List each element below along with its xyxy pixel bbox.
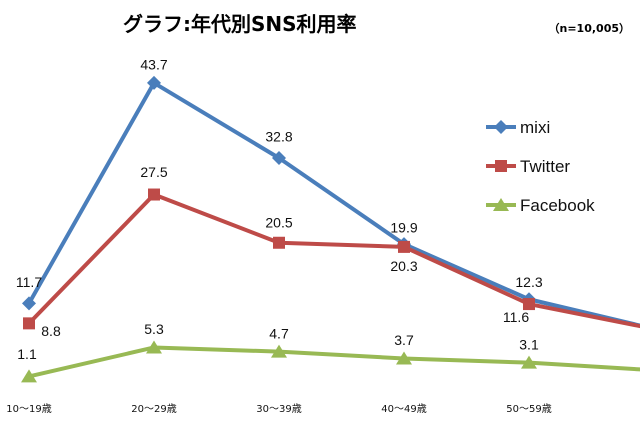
- data-point-twitter: [273, 236, 285, 249]
- legend-label-facebook: Facebook: [520, 196, 595, 215]
- data-point-mixi: [147, 75, 161, 90]
- data-point-facebook: [396, 351, 412, 365]
- data-label-facebook: 3.1: [519, 336, 539, 352]
- legend-item-twitter: Twitter: [486, 157, 570, 176]
- data-point-twitter: [398, 240, 410, 253]
- data-label-facebook: 4.7: [269, 325, 289, 341]
- x-tick-label: 20～29歳: [131, 403, 176, 415]
- data-label-mixi: 11.7: [16, 274, 42, 290]
- sample-size-note: （n=10,005）: [549, 22, 631, 35]
- data-point-facebook: [21, 369, 37, 383]
- data-label-twitter: 19.9: [390, 220, 417, 236]
- data-label-facebook: 5.3: [144, 321, 164, 337]
- data-label-twitter: 20.5: [265, 214, 292, 230]
- data-point-mixi: [272, 151, 286, 166]
- data-label-twitter: 27.5: [140, 164, 167, 180]
- data-label-twitter: 11.6: [503, 309, 529, 325]
- data-point-twitter: [23, 317, 35, 330]
- data-point-twitter: [148, 188, 160, 201]
- series-line-mixi: [27, 80, 640, 328]
- data-label-mixi: 12.3: [515, 274, 542, 290]
- legend-marker-facebook: [493, 198, 509, 211]
- legend-label-twitter: Twitter: [520, 157, 570, 176]
- series-line-facebook: [28, 345, 640, 379]
- data-point-mixi: [22, 296, 36, 311]
- data-label-mixi: 43.7: [140, 57, 167, 73]
- series-mixi: [22, 75, 640, 328]
- x-tick-label: 40～49歳: [381, 403, 426, 415]
- legend-item-mixi: mixi: [486, 118, 550, 137]
- x-tick-label: 50～59歳: [506, 403, 551, 415]
- data-label-facebook: 3.7: [394, 332, 414, 348]
- legend-marker-mixi: [494, 120, 508, 134]
- x-tick-label: 30～39歳: [256, 403, 301, 415]
- data-label-facebook: 1.1: [17, 346, 37, 362]
- series-twitter: [23, 188, 640, 330]
- data-point-facebook: [146, 340, 162, 354]
- x-tick-label: 10～19歳: [6, 403, 51, 415]
- series-line-twitter: [27, 192, 640, 329]
- series-facebook: [21, 340, 640, 383]
- legend-item-facebook: Facebook: [486, 196, 595, 215]
- data-point-facebook: [521, 355, 537, 369]
- data-point-twitter: [523, 298, 535, 311]
- chart-title: グラフ:年代別SNS利用率: [123, 12, 357, 36]
- data-label-mixi: 32.8: [265, 129, 292, 145]
- legend-marker-twitter: [495, 160, 507, 172]
- data-label-twitter: 8.8: [41, 323, 61, 339]
- data-label-mixi: 20.3: [390, 258, 417, 274]
- legend-label-mixi: mixi: [520, 118, 550, 137]
- data-point-facebook: [271, 344, 287, 358]
- legend: mixi Twitter Facebook: [486, 118, 595, 215]
